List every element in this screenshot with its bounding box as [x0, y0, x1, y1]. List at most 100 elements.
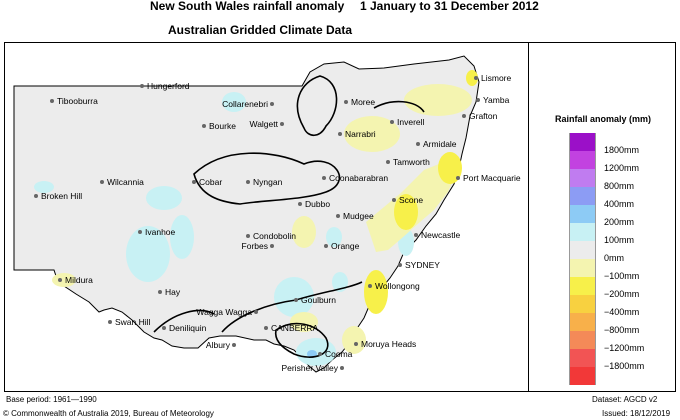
place-labels: Hungerford Tibooburra Bourke Collarenebri Wa… [41, 73, 521, 373]
place-marker [246, 234, 250, 238]
place-marker [108, 320, 112, 324]
place-marker [140, 84, 144, 88]
map-subtitle: Australian Gridded Climate Data [167, 23, 353, 37]
legend-swatch [569, 187, 596, 205]
place-label: Swan Hill [115, 317, 151, 327]
place-marker [100, 180, 104, 184]
wet-anomaly-areas [34, 92, 414, 366]
place-marker [456, 176, 460, 180]
place-marker [202, 124, 206, 128]
base-period: Base period: 1961—1990 [6, 395, 97, 404]
place-marker [416, 142, 420, 146]
issued-date: Issued: 18/12/2019 [602, 409, 671, 418]
place-label: Wollongong [375, 281, 420, 291]
place-label: Coonabarabran [329, 173, 388, 183]
place-label: Cooma [325, 349, 353, 359]
legend-label: 800mm [604, 181, 635, 191]
place-label: Goulburn [301, 295, 336, 305]
place-label: Orange [331, 241, 360, 251]
legend-label: 1800mm [604, 145, 640, 155]
place-label: Ivanhoe [145, 227, 176, 237]
legend-swatch [569, 259, 596, 277]
place-marker [254, 310, 258, 314]
place-marker [158, 290, 162, 294]
legend-swatch [569, 349, 596, 367]
place-marker [294, 298, 298, 302]
place-marker [414, 233, 418, 237]
legend-swatch [569, 367, 596, 385]
legend-swatch [569, 151, 596, 169]
place-label: Wagga Wagga [196, 307, 252, 317]
place-label: Yamba [483, 95, 510, 105]
place-label: Moree [351, 97, 375, 107]
place-label: Grafton [469, 111, 498, 121]
place-label: Walgett [249, 119, 278, 129]
legend-label: 200mm [604, 217, 635, 227]
place-label: Deniliquin [169, 323, 207, 333]
place-label: Cobar [199, 177, 222, 187]
place-label: Albury [206, 340, 231, 350]
place-marker [336, 214, 340, 218]
place-label: Moruya Heads [361, 339, 416, 349]
place-label: Bourke [209, 121, 236, 131]
place-marker [270, 102, 274, 106]
place-label: Dubbo [305, 199, 330, 209]
place-marker [322, 176, 326, 180]
place-label: Scone [399, 195, 423, 205]
legend-label: −400mm [604, 307, 640, 317]
place-marker [368, 284, 372, 288]
legend-swatch [569, 133, 596, 151]
place-marker [138, 230, 142, 234]
place-label: Lismore [481, 73, 512, 83]
place-marker [344, 100, 348, 104]
legend-label: −800mm [604, 325, 640, 335]
legend-label: −200mm [604, 289, 640, 299]
legend-label: 100mm [604, 235, 635, 245]
place-label: Nyngan [253, 177, 283, 187]
place-marker [58, 278, 62, 282]
zero-contours [153, 75, 425, 358]
place-label: Wilcannia [107, 177, 144, 187]
legend-swatch [569, 295, 596, 313]
legend-label: −100mm [604, 271, 640, 281]
place-label: Newcastle [421, 230, 460, 240]
legend-label: −1200mm [604, 343, 645, 353]
map-title-text: New South Wales rainfall anomaly [150, 0, 345, 13]
dataset-label: Dataset: AGCD v2 [592, 395, 658, 404]
place-label: Condobolin [253, 231, 296, 241]
legend-label: 400mm [604, 199, 635, 209]
place-marker [162, 326, 166, 330]
nsw-map: Hungerford Tibooburra Bourke Collarenebri Wa… [13, 55, 521, 373]
place-marker [398, 263, 402, 267]
place-label: Broken Hill [41, 191, 82, 201]
place-marker [354, 342, 358, 346]
place-marker [34, 194, 38, 198]
place-label: Hay [165, 287, 181, 297]
legend-swatch [569, 277, 596, 295]
place-marker [270, 244, 274, 248]
place-marker [386, 160, 390, 164]
place-marker [474, 76, 478, 80]
place-marker [298, 202, 302, 206]
place-marker [264, 326, 268, 330]
legend: Rainfall anomaly (mm) 1800mm 1200mm 800mm 4… [528, 42, 676, 392]
place-label: Mudgee [343, 211, 374, 221]
place-marker [50, 99, 54, 103]
legend-label: −1800mm [604, 361, 645, 371]
legend-label: 0mm [604, 253, 624, 263]
legend-swatch [569, 313, 596, 331]
legend-title: Rainfall anomaly (mm) [554, 114, 652, 124]
place-label: Tamworth [393, 157, 430, 167]
place-label: Armidale [423, 139, 457, 149]
place-label: Hungerford [147, 81, 190, 91]
place-marker [324, 244, 328, 248]
legend-label: 1200mm [604, 163, 640, 173]
place-label: Inverell [397, 117, 425, 127]
place-label: Mildura [65, 275, 93, 285]
place-label: Forbes [242, 241, 268, 251]
copyright: © Commonwealth of Australia 2019, Bureau… [3, 409, 214, 418]
legend-swatch [569, 205, 596, 223]
place-label: Port Macquarie [463, 173, 521, 183]
map-frame [4, 42, 676, 392]
place-marker [392, 198, 396, 202]
